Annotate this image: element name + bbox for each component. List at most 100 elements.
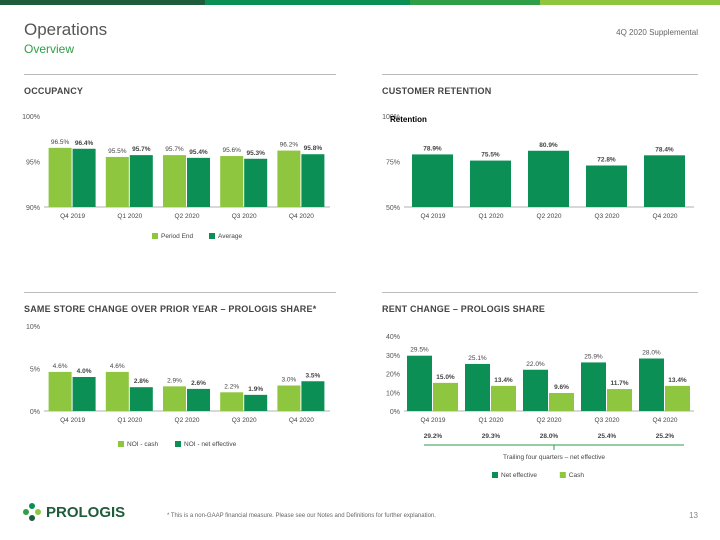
bar bbox=[220, 392, 244, 411]
bar bbox=[244, 158, 268, 207]
x-tick-label: Q2 2020 bbox=[175, 213, 200, 220]
bar bbox=[187, 388, 210, 411]
x-tick-label: Q1 2020 bbox=[117, 417, 142, 424]
x-tick-label: Q3 2020 bbox=[232, 213, 257, 220]
section-title-same-store: SAME STORE CHANGE OVER PRIOR YEAR – PROL… bbox=[24, 304, 317, 314]
y-tick-label: 100% bbox=[382, 114, 400, 121]
data-label: 3.5% bbox=[305, 372, 320, 379]
bar bbox=[549, 393, 574, 411]
trailing-value: 28.0% bbox=[540, 433, 559, 440]
bar bbox=[407, 355, 432, 411]
data-label: 29.5% bbox=[410, 347, 429, 354]
bar bbox=[72, 148, 96, 207]
top-color-bar bbox=[0, 0, 720, 5]
bar bbox=[301, 154, 325, 207]
x-tick-label: Q2 2020 bbox=[537, 213, 562, 220]
section-title-occupancy: OCCUPANCY bbox=[24, 86, 84, 96]
same-store-chart: 10% 5% 0% 4.6% 4.0% Q4 2019 4.6% 2.8% Q1 2020 2.9… bbox=[26, 324, 330, 448]
bar bbox=[277, 385, 301, 411]
y-tick-label: 50% bbox=[386, 205, 400, 212]
bar bbox=[163, 155, 186, 207]
x-tick-label: Q3 2020 bbox=[595, 213, 620, 220]
divider bbox=[24, 74, 336, 75]
data-label: 28.0% bbox=[642, 350, 661, 357]
x-tick-label: Q1 2020 bbox=[479, 417, 504, 424]
trailing-value: 29.2% bbox=[424, 433, 443, 440]
data-label: 78.4% bbox=[655, 146, 674, 153]
bar bbox=[220, 156, 244, 207]
bar bbox=[129, 387, 153, 411]
data-label: 95.7% bbox=[165, 146, 184, 153]
data-label: 25.1% bbox=[468, 355, 487, 362]
bar bbox=[644, 155, 685, 207]
x-tick-label: Q4 2020 bbox=[289, 213, 314, 220]
data-label: 2.9% bbox=[167, 377, 182, 384]
legend-label: Net effective bbox=[501, 472, 537, 479]
legend-label: Retention bbox=[390, 115, 427, 124]
legend-swatch bbox=[209, 233, 215, 239]
bar bbox=[639, 358, 664, 411]
bar bbox=[528, 150, 569, 207]
page-number: 13 bbox=[689, 511, 698, 520]
x-tick-label: Q4 2019 bbox=[421, 213, 446, 220]
data-label: 2.6% bbox=[191, 380, 206, 387]
data-label: 95.8% bbox=[304, 145, 323, 152]
data-label: 11.7% bbox=[610, 380, 628, 387]
x-tick-label: Q4 2020 bbox=[653, 417, 678, 424]
y-tick-label: 5% bbox=[30, 367, 40, 374]
data-label: 95.4% bbox=[189, 149, 208, 156]
trailing-value: 25.2% bbox=[656, 433, 675, 440]
y-tick-label: 20% bbox=[386, 372, 400, 379]
data-label: 95.3% bbox=[246, 150, 265, 157]
page-title: Operations bbox=[24, 20, 108, 39]
section-title-retention: CUSTOMER RETENTION bbox=[382, 86, 492, 96]
legend-swatch bbox=[559, 472, 566, 478]
y-tick-label: 0% bbox=[30, 409, 40, 416]
bar bbox=[465, 363, 490, 411]
document-label: 4Q 2020 Supplemental bbox=[616, 28, 698, 37]
y-tick-label: 10% bbox=[386, 390, 400, 397]
data-label: 80.9% bbox=[539, 142, 558, 149]
y-tick-label: 75% bbox=[386, 160, 400, 167]
bar bbox=[48, 371, 72, 411]
prologis-logo: PROLOGIS bbox=[22, 502, 125, 522]
x-tick-label: Q1 2020 bbox=[117, 213, 142, 220]
legend-label: Average bbox=[218, 233, 242, 240]
legend-swatch bbox=[118, 441, 124, 447]
x-tick-label: Q3 2020 bbox=[232, 417, 257, 424]
bar bbox=[470, 160, 511, 207]
y-tick-label: 10% bbox=[26, 324, 40, 331]
y-tick-label: 30% bbox=[386, 353, 400, 360]
bar bbox=[581, 362, 606, 411]
data-label: 4.6% bbox=[53, 363, 68, 370]
legend-label: NOI - net effective bbox=[184, 441, 237, 448]
bar bbox=[433, 382, 458, 411]
bar bbox=[277, 150, 301, 207]
bar bbox=[301, 381, 325, 411]
data-label: 2.2% bbox=[224, 383, 239, 390]
bar bbox=[48, 147, 72, 207]
bar bbox=[187, 157, 210, 207]
rent-change-chart: 40% 30% 20% 10% 0% 29.5% 15.0% Q4 2019 25.1% 13.4… bbox=[386, 334, 694, 479]
y-tick-label: 95% bbox=[26, 160, 40, 167]
data-label: 2.8% bbox=[134, 378, 149, 385]
trailing-value: 29.3% bbox=[482, 433, 501, 440]
data-label: 9.6% bbox=[554, 384, 569, 391]
legend-swatch bbox=[152, 233, 158, 239]
data-label: 3.0% bbox=[281, 377, 296, 384]
trailing-value: 25.4% bbox=[598, 433, 617, 440]
x-tick-label: Q4 2019 bbox=[60, 417, 85, 424]
data-label: 96.5% bbox=[51, 139, 70, 146]
bar bbox=[412, 154, 453, 207]
bar bbox=[607, 389, 632, 411]
data-label: 13.4% bbox=[668, 377, 687, 384]
x-tick-label: Q4 2020 bbox=[289, 417, 314, 424]
data-label: 4.0% bbox=[77, 368, 92, 375]
y-tick-label: 40% bbox=[386, 334, 400, 341]
data-label: 15.0% bbox=[436, 374, 455, 381]
data-label: 25.9% bbox=[584, 353, 603, 360]
page-subtitle: Overview bbox=[24, 42, 75, 56]
section-title-rent-change: RENT CHANGE – PROLOGIS SHARE bbox=[382, 304, 546, 314]
x-tick-label: Q2 2020 bbox=[537, 417, 562, 424]
data-label: 96.4% bbox=[75, 140, 94, 147]
